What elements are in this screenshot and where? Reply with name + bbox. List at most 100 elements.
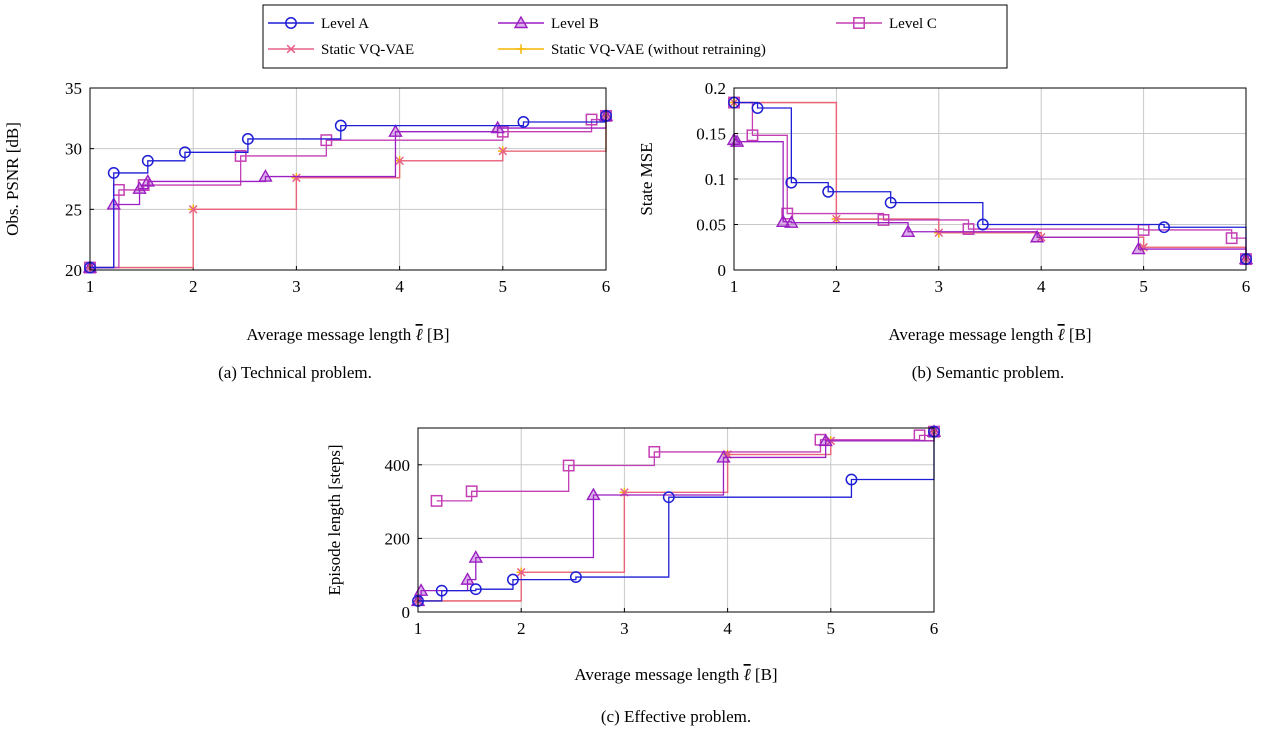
x-tick-label: 3 (292, 277, 301, 296)
x-tick-label: 5 (499, 277, 508, 296)
legend-label: Static VQ-VAE (321, 42, 414, 58)
data-point (435, 584, 448, 597)
legend-marker (285, 17, 297, 29)
chart-effective: 1 2 3 4 5 6 0 200 400 Average message length ℓ [B… (325, 424, 942, 726)
series-s (85, 111, 611, 272)
data-point (258, 169, 273, 182)
data-point (784, 215, 799, 228)
series-line (734, 101, 1247, 260)
legend-entry-s: Static VQ-VAE (268, 42, 414, 58)
data-point (781, 207, 794, 220)
series-r (85, 111, 611, 273)
y-tick-label: 0.2 (705, 79, 726, 98)
series-line (90, 115, 607, 269)
chart-semantic: 1 2 3 4 5 6 0 0.05 0.1 0.15 0.2 Average message len… (637, 79, 1254, 382)
legend-entry-r: Static VQ-VAE (without retraining) (498, 42, 766, 58)
data-point (1158, 221, 1171, 234)
y-tick-label: 0.15 (696, 125, 726, 144)
legend-label: Level B (551, 16, 599, 32)
series-a (84, 109, 612, 274)
data-point (562, 459, 575, 472)
series-s (729, 98, 1251, 264)
series-r (729, 97, 1251, 264)
x-tick-label: 1 (730, 277, 739, 296)
data-point (877, 214, 890, 226)
y-tick-label: 0 (718, 261, 727, 280)
data-point (585, 113, 598, 126)
series-line (418, 431, 935, 602)
y-axis-label: Obs. PSNR [dB] (3, 122, 22, 236)
y-tick-label: 25 (65, 200, 82, 219)
x-tick-label: 3 (620, 619, 629, 638)
x-tick-label: 1 (86, 277, 95, 296)
series-line (734, 101, 1247, 260)
data-point (818, 433, 833, 447)
series-a (412, 425, 940, 607)
data-point (845, 473, 858, 486)
legend-entry-a: Level A (268, 16, 369, 32)
series-c (430, 425, 940, 507)
legend: Level A Level B Level C Static VQ-VAE Static… (262, 4, 1008, 69)
x-tick-label: 6 (602, 277, 611, 296)
data-point (832, 214, 841, 224)
series-r (413, 426, 939, 606)
data-point (934, 228, 944, 238)
data-point (976, 218, 989, 231)
data-point (1225, 232, 1238, 245)
data-point (320, 134, 333, 147)
legend-marker (286, 44, 296, 54)
x-tick-label: 5 (827, 619, 836, 638)
series-line (734, 101, 1247, 260)
caption: (a) Technical problem. (218, 363, 372, 382)
data-point (716, 450, 731, 463)
data-point (1139, 242, 1148, 252)
series-line (90, 115, 607, 269)
data-point (140, 174, 155, 187)
y-tick-label: 0 (402, 603, 411, 622)
data-point (900, 224, 916, 237)
series-b (410, 424, 942, 607)
data-point (241, 133, 254, 145)
series-b (726, 132, 1254, 265)
y-tick-label: 0.05 (696, 216, 726, 235)
series-line (734, 101, 1247, 260)
legend-box (262, 4, 1008, 69)
series-line (418, 431, 935, 602)
y-tick-label: 0.1 (705, 170, 726, 189)
data-point (498, 146, 508, 156)
data-point (569, 571, 582, 583)
y-axis-label: State MSE (637, 142, 656, 215)
data-point (132, 181, 147, 194)
data-point (395, 156, 404, 166)
data-point (586, 487, 601, 501)
x-axis-label: Average message length ℓ [B] (246, 325, 449, 344)
x-tick-label: 4 (395, 277, 404, 296)
y-tick-label: 200 (385, 529, 411, 548)
series-line (90, 115, 607, 269)
series-line (734, 139, 1247, 260)
chart-technical: 1 2 3 4 5 6 20 25 30 35 Average message length ℓ [… (3, 79, 614, 382)
series-line (418, 431, 935, 602)
series-line (436, 431, 935, 502)
data-point (413, 583, 429, 596)
legend-marker (853, 17, 865, 29)
data-point (234, 149, 247, 162)
data-point (1131, 241, 1146, 255)
legend-label: Static VQ-VAE (without retraining) (551, 42, 766, 58)
data-point (292, 173, 301, 183)
plot-frame (733, 87, 1247, 271)
legend-marker (513, 15, 529, 29)
plot-frame (89, 87, 607, 271)
data-point (516, 567, 526, 577)
data-point (751, 102, 764, 114)
y-tick-label: 20 (65, 261, 82, 280)
data-point (506, 573, 519, 586)
data-point (884, 196, 897, 209)
series-line (418, 431, 935, 602)
series-a (728, 96, 1252, 266)
x-axis-label: Average message length ℓ [B] (888, 325, 1091, 344)
x-tick-label: 5 (1139, 277, 1148, 296)
series-line (90, 115, 607, 269)
legend-label: Level A (321, 16, 369, 32)
legend-entry-b: Level B (498, 15, 599, 32)
